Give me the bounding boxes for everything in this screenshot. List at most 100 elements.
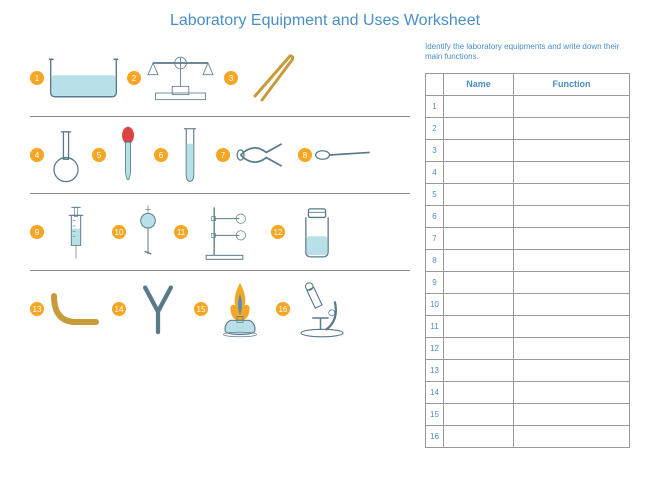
row-number: 8	[426, 249, 444, 271]
badge-9: 9	[30, 225, 44, 239]
table-row: 14	[426, 381, 630, 403]
cell-name[interactable]	[444, 381, 514, 403]
cell-name[interactable]	[444, 205, 514, 227]
answer-panel: Identify the laboratory equipments and w…	[425, 42, 630, 448]
table-row: 7	[426, 227, 630, 249]
col-name: Name	[444, 73, 514, 95]
cell-function[interactable]	[514, 183, 630, 205]
badge-3: 3	[224, 71, 238, 85]
cell-name[interactable]	[444, 249, 514, 271]
spoon-icon	[314, 125, 374, 185]
badge-6: 6	[154, 148, 168, 162]
table-row: 3	[426, 139, 630, 161]
row-number: 9	[426, 271, 444, 293]
equipment-row: 13 14 15 16	[30, 271, 410, 347]
cell-name[interactable]	[444, 293, 514, 315]
tongs-icon	[232, 125, 292, 185]
instruction-text: Identify the laboratory equipments and w…	[425, 42, 630, 63]
row-number: 11	[426, 315, 444, 337]
row-number: 6	[426, 205, 444, 227]
cell-function[interactable]	[514, 205, 630, 227]
row-number: 10	[426, 293, 444, 315]
badge-1: 1	[30, 71, 44, 85]
cell-function[interactable]	[514, 271, 630, 293]
table-row: 2	[426, 117, 630, 139]
row-number: 4	[426, 161, 444, 183]
cell-function[interactable]	[514, 161, 630, 183]
table-row: 1	[426, 95, 630, 117]
cell-function[interactable]	[514, 315, 630, 337]
table-row: 16	[426, 425, 630, 447]
dropper-icon	[108, 125, 148, 185]
row-number: 5	[426, 183, 444, 205]
tweezers-icon	[240, 48, 300, 108]
microscope-icon	[292, 279, 352, 339]
table-row: 12	[426, 337, 630, 359]
balance-icon	[143, 48, 218, 108]
cell-function[interactable]	[514, 249, 630, 271]
cell-function[interactable]	[514, 95, 630, 117]
row-number: 15	[426, 403, 444, 425]
cell-function[interactable]	[514, 403, 630, 425]
table-row: 4	[426, 161, 630, 183]
equipment-panel: 1 2 3	[30, 40, 410, 347]
cell-name[interactable]	[444, 161, 514, 183]
row-number: 14	[426, 381, 444, 403]
cell-function[interactable]	[514, 117, 630, 139]
cell-name[interactable]	[444, 227, 514, 249]
cell-function[interactable]	[514, 293, 630, 315]
badge-13: 13	[30, 302, 44, 316]
table-row: 8	[426, 249, 630, 271]
cell-function[interactable]	[514, 227, 630, 249]
table-row: 5	[426, 183, 630, 205]
row-number: 2	[426, 117, 444, 139]
burner-icon	[210, 279, 270, 339]
badge-8: 8	[298, 148, 312, 162]
badge-7: 7	[216, 148, 230, 162]
cell-name[interactable]	[444, 117, 514, 139]
cell-name[interactable]	[444, 183, 514, 205]
table-row: 9	[426, 271, 630, 293]
row-number: 3	[426, 139, 444, 161]
badge-2: 2	[127, 71, 141, 85]
cell-function[interactable]	[514, 139, 630, 161]
row-number: 1	[426, 95, 444, 117]
col-blank	[426, 73, 444, 95]
equipment-row: 4 5 6 7 8	[30, 117, 410, 194]
badge-15: 15	[194, 302, 208, 316]
cell-name[interactable]	[444, 403, 514, 425]
badge-12: 12	[271, 225, 285, 239]
cell-name[interactable]	[444, 95, 514, 117]
cell-name[interactable]	[444, 425, 514, 447]
row-number: 13	[426, 359, 444, 381]
cell-name[interactable]	[444, 139, 514, 161]
cell-function[interactable]	[514, 381, 630, 403]
cell-function[interactable]	[514, 359, 630, 381]
round-flask-icon	[46, 125, 86, 185]
badge-4: 4	[30, 148, 44, 162]
y-tube-icon	[128, 279, 188, 339]
table-row: 11	[426, 315, 630, 337]
syringe-icon	[46, 202, 106, 262]
cell-name[interactable]	[444, 271, 514, 293]
cell-name[interactable]	[444, 315, 514, 337]
col-function: Function	[514, 73, 630, 95]
stand-icon	[190, 202, 265, 262]
table-row: 15	[426, 403, 630, 425]
equipment-row: 1 2 3	[30, 40, 410, 117]
cell-name[interactable]	[444, 337, 514, 359]
row-number: 7	[426, 227, 444, 249]
cell-function[interactable]	[514, 425, 630, 447]
test-tube-icon	[170, 125, 210, 185]
table-row: 6	[426, 205, 630, 227]
cell-name[interactable]	[444, 359, 514, 381]
jar-icon	[287, 202, 347, 262]
equipment-row: 9 10 11	[30, 194, 410, 271]
beaker-icon	[46, 48, 121, 108]
page-title: Laboratory Equipment and Uses Worksheet	[0, 0, 650, 30]
badge-14: 14	[112, 302, 126, 316]
table-row: 10	[426, 293, 630, 315]
row-number: 12	[426, 337, 444, 359]
cell-function[interactable]	[514, 337, 630, 359]
badge-5: 5	[92, 148, 106, 162]
